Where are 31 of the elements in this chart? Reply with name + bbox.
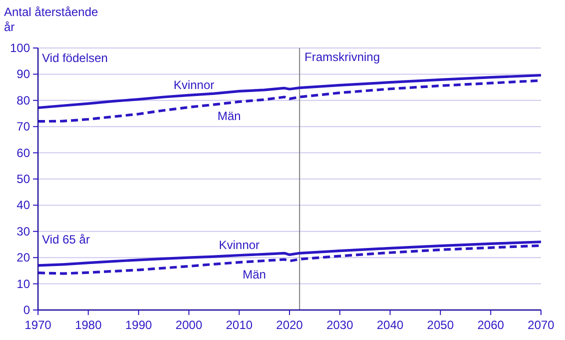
series-label: Kvinnor	[174, 78, 214, 92]
y-tick-label: 30	[16, 224, 30, 238]
line-series	[36, 74, 542, 110]
annotation: Vid födelsen	[42, 51, 108, 65]
x-tick-label: 1970	[24, 318, 52, 332]
x-tick-label: 2000	[176, 318, 203, 332]
annotation: Vid 65 år	[42, 232, 90, 246]
x-tick-label: 2030	[326, 318, 354, 332]
x-tick-label: 2060	[477, 318, 504, 332]
series-label: Män	[242, 267, 266, 282]
series-label: Kvinnor	[218, 238, 260, 252]
x-tick-label: 1980	[74, 318, 102, 332]
y-tick-label: 80	[16, 93, 30, 108]
x-tick-label: 1990	[125, 318, 152, 332]
x-tick-label: 2040	[376, 318, 404, 332]
x-tick-label: 2050	[427, 318, 454, 332]
x-tick-label: 2020	[276, 318, 304, 332]
y-tick-label: 40	[16, 198, 30, 212]
y-tick-label: 20	[16, 250, 30, 265]
x-tick-label: 2070	[528, 318, 555, 332]
y-tick-label: 60	[16, 146, 30, 160]
y-tick-label: 50	[16, 172, 30, 186]
y-tick-label: 100	[10, 41, 30, 55]
y-tick-label: 90	[16, 67, 30, 82]
y-tick-label: 70	[16, 120, 30, 134]
ref-line-label: Framskrivning	[304, 50, 380, 64]
y-tick-label: 10	[16, 276, 30, 291]
series-label: Män	[217, 108, 241, 123]
y-axis-title: Antal återstående år	[4, 5, 98, 34]
y-tick-label: 0	[23, 303, 30, 317]
x-tick-label: 2010	[226, 318, 253, 332]
